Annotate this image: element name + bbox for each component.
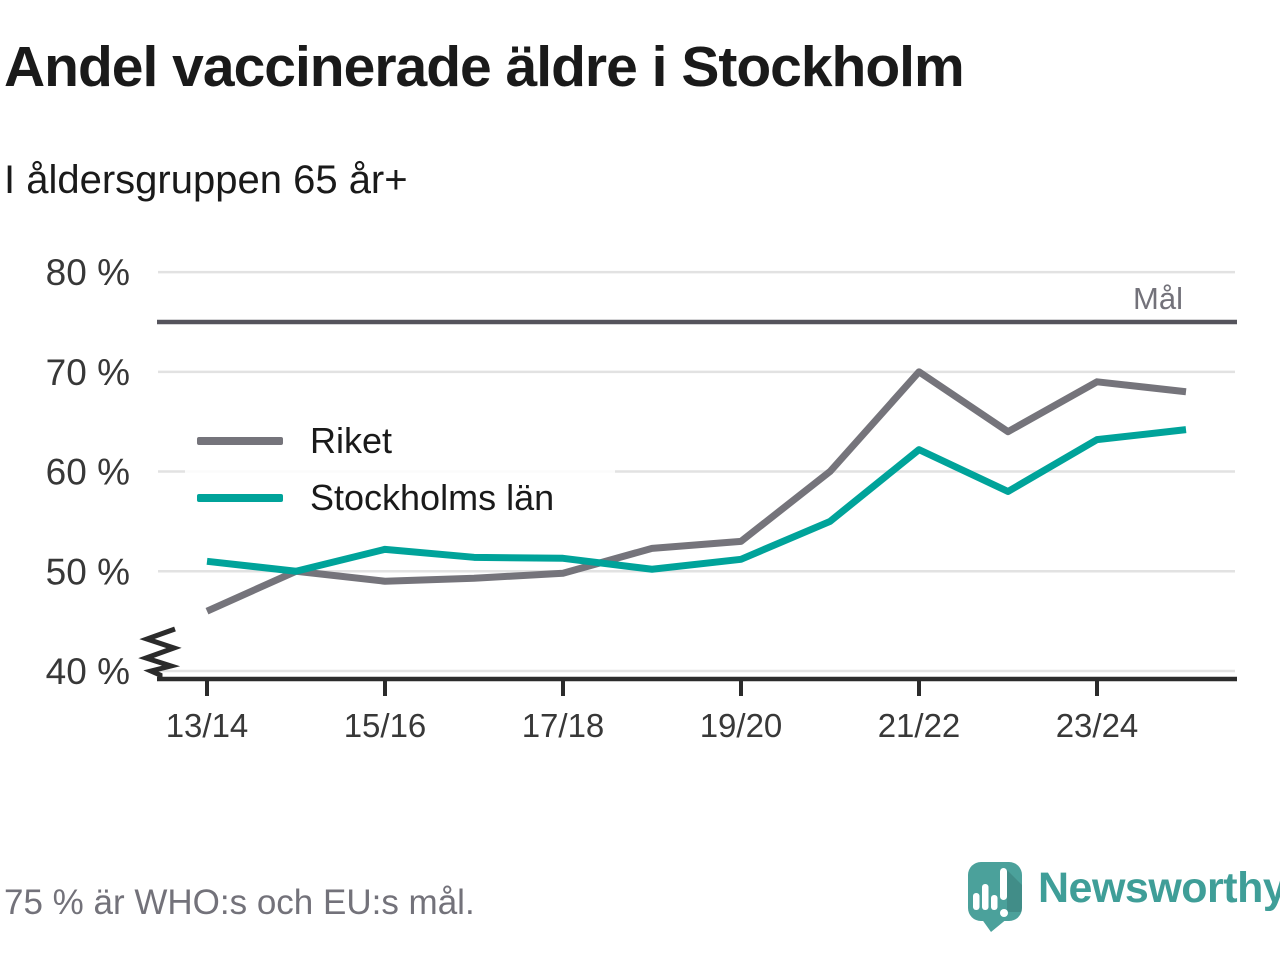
x-tick-label: 13/14 xyxy=(166,707,249,744)
chart-subtitle: I åldersgruppen 65 år+ xyxy=(4,158,408,202)
legend-item-stockholms-lan: Stockholms län xyxy=(197,476,615,520)
y-axis-break-icon xyxy=(138,626,182,679)
legend-item-riket: Riket xyxy=(197,419,615,463)
legend-swatch-stockholms-lan xyxy=(197,494,283,502)
newsworthy-logo-icon xyxy=(968,862,1022,932)
chart-title: Andel vaccinerade äldre i Stockholm xyxy=(4,35,965,99)
brand-wordmark: Newsworthy xyxy=(1038,864,1280,912)
y-tick-label: 80 % xyxy=(46,252,130,293)
x-tick-label: 21/22 xyxy=(878,707,961,744)
y-tick-label: 70 % xyxy=(46,352,130,393)
legend: Riket Stockholms län xyxy=(185,413,615,527)
brand: Newsworthy xyxy=(963,856,1280,934)
x-tick-label: 23/24 xyxy=(1056,707,1139,744)
footnote: 75 % är WHO:s och EU:s mål. xyxy=(4,883,475,922)
target-line-label: Mål xyxy=(1133,281,1183,316)
series-line-riket xyxy=(205,368,1187,615)
y-tick-label: 50 % xyxy=(46,551,130,592)
legend-label-riket: Riket xyxy=(310,420,393,461)
series-line-stockholms-l-n xyxy=(206,426,1187,575)
x-tick-label: 19/20 xyxy=(700,707,783,744)
y-tick-label: 40 % xyxy=(46,651,130,692)
x-tick-label: 15/16 xyxy=(344,707,427,744)
x-tick-label: 17/18 xyxy=(522,707,605,744)
legend-label-stockholms-lan: Stockholms län xyxy=(310,477,555,518)
legend-swatch-riket xyxy=(197,437,283,445)
y-tick-label: 60 % xyxy=(46,452,130,493)
